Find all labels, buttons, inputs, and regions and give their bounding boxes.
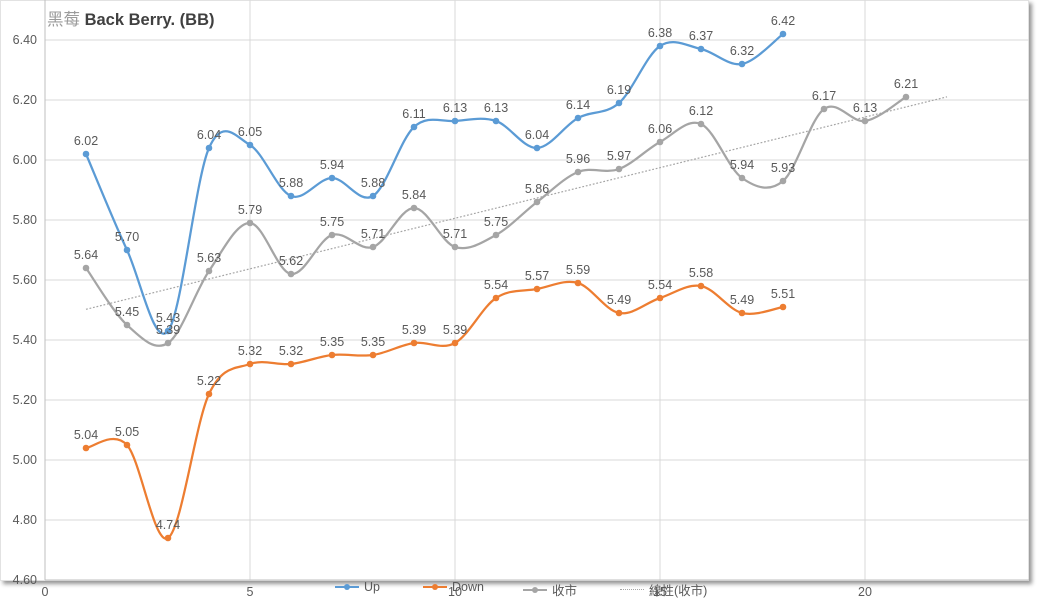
svg-text:5.64: 5.64	[74, 248, 98, 262]
svg-text:6.02: 6.02	[74, 134, 98, 148]
svg-text:5.39: 5.39	[443, 323, 467, 337]
svg-text:4.80: 4.80	[13, 513, 37, 527]
svg-text:6.37: 6.37	[689, 29, 713, 43]
svg-text:6.11: 6.11	[402, 107, 425, 121]
svg-text:黑莓 Back Berry. (BB): 黑莓 Back Berry. (BB)	[47, 10, 215, 29]
svg-text:5.75: 5.75	[484, 215, 508, 229]
svg-text:5.60: 5.60	[13, 273, 37, 287]
svg-text:5.45: 5.45	[115, 305, 139, 319]
svg-text:6.00: 6.00	[13, 153, 37, 167]
svg-text:5.86: 5.86	[525, 182, 549, 196]
svg-text:5.35: 5.35	[361, 335, 385, 349]
svg-text:6.13: 6.13	[443, 101, 467, 115]
svg-text:5.39: 5.39	[402, 323, 426, 337]
svg-text:5.49: 5.49	[730, 293, 754, 307]
svg-text:5.35: 5.35	[320, 335, 344, 349]
svg-text:5.88: 5.88	[279, 176, 303, 190]
svg-text:5.93: 5.93	[771, 161, 795, 175]
svg-text:6.42: 6.42	[771, 14, 795, 28]
svg-text:4.74: 4.74	[156, 518, 180, 532]
svg-text:5.51: 5.51	[771, 287, 795, 301]
svg-text:6.12: 6.12	[689, 104, 713, 118]
svg-text:5.57: 5.57	[525, 269, 549, 283]
svg-text:5.88: 5.88	[361, 176, 385, 190]
svg-text:5.59: 5.59	[566, 263, 590, 277]
svg-text:6.21: 6.21	[894, 77, 918, 91]
svg-text:5.32: 5.32	[238, 344, 262, 358]
svg-text:6.13: 6.13	[853, 101, 877, 115]
svg-text:5.05: 5.05	[115, 425, 139, 439]
svg-text:6.04: 6.04	[197, 128, 221, 142]
svg-text:5.75: 5.75	[320, 215, 344, 229]
svg-text:5.58: 5.58	[689, 266, 713, 280]
svg-text:5.40: 5.40	[13, 333, 37, 347]
svg-text:5.96: 5.96	[566, 152, 590, 166]
svg-text:5.39: 5.39	[156, 323, 180, 337]
svg-text:5.22: 5.22	[197, 374, 221, 388]
svg-text:6.17: 6.17	[812, 89, 836, 103]
svg-text:6.14: 6.14	[566, 98, 590, 112]
svg-text:6.13: 6.13	[484, 101, 508, 115]
svg-text:5.62: 5.62	[279, 254, 303, 268]
svg-text:5.94: 5.94	[320, 158, 344, 172]
svg-text:5.71: 5.71	[443, 227, 467, 241]
svg-text:5.00: 5.00	[13, 453, 37, 467]
svg-text:6.06: 6.06	[648, 122, 672, 136]
svg-text:5.84: 5.84	[402, 188, 426, 202]
svg-text:5.80: 5.80	[13, 213, 37, 227]
svg-text:6.32: 6.32	[730, 44, 754, 58]
svg-text:6.20: 6.20	[13, 93, 37, 107]
svg-text:5.20: 5.20	[13, 393, 37, 407]
svg-text:5.70: 5.70	[115, 230, 139, 244]
svg-text:5.94: 5.94	[730, 158, 754, 172]
svg-text:6.05: 6.05	[238, 125, 262, 139]
svg-text:5.97: 5.97	[607, 149, 631, 163]
svg-text:5.63: 5.63	[197, 251, 221, 265]
svg-text:6.38: 6.38	[648, 26, 672, 40]
svg-text:5.54: 5.54	[648, 278, 672, 292]
svg-text:6.04: 6.04	[525, 128, 549, 142]
svg-text:5.54: 5.54	[484, 278, 508, 292]
svg-text:5.79: 5.79	[238, 203, 262, 217]
svg-text:5.71: 5.71	[361, 227, 385, 241]
svg-text:6.19: 6.19	[607, 83, 631, 97]
svg-text:5.04: 5.04	[74, 428, 98, 442]
svg-text:5.32: 5.32	[279, 344, 303, 358]
svg-text:5.49: 5.49	[607, 293, 631, 307]
svg-text:6.40: 6.40	[13, 33, 37, 47]
